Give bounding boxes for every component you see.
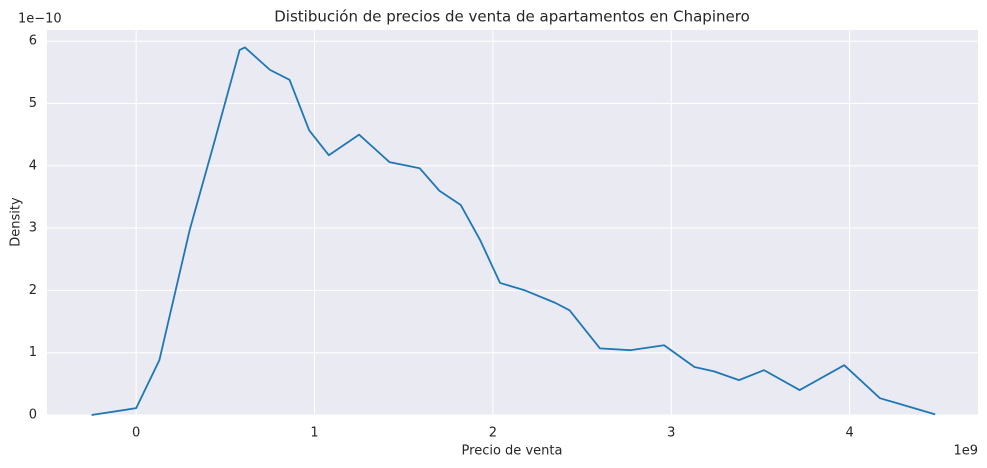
y-tick-label: 4	[29, 158, 37, 173]
line	[91, 46, 936, 416]
x-tick-label: 3	[667, 426, 675, 441]
y-tick-label: 0	[29, 408, 37, 423]
plot-area	[47, 30, 978, 415]
x-tick-label: 0	[132, 426, 140, 441]
y-tick-label: 6	[29, 34, 37, 49]
y-tick-label: 3	[29, 221, 37, 236]
x-tick-label: 2	[489, 426, 497, 441]
y-tick-label: 5	[29, 96, 37, 111]
x-tick-label: 4	[845, 426, 853, 441]
y-offset-label: 1e−10	[18, 12, 62, 27]
x-offset-label: 1e9	[953, 444, 978, 459]
y-axis-label: Density	[9, 197, 24, 247]
x-tick-label: 1	[310, 426, 318, 441]
x-axis-label: Precio de venta	[462, 444, 563, 459]
y-tick-label: 1	[29, 345, 37, 360]
y-tick-label: 2	[29, 283, 37, 298]
chart-title: Distibución de precios de venta de apart…	[274, 8, 750, 26]
